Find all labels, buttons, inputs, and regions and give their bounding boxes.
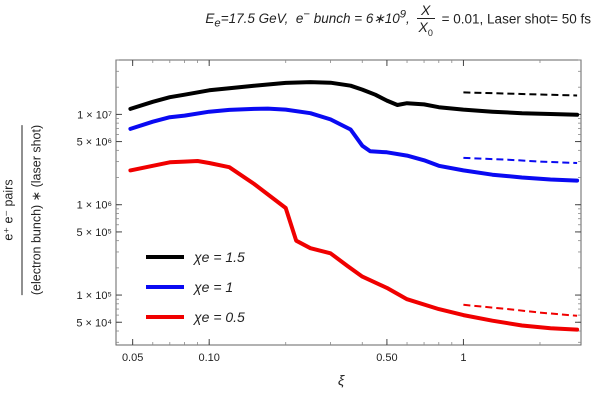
y-tick-label: 5 × 10⁶ (77, 137, 112, 149)
series-line (128, 159, 580, 332)
title-suffix: = 0.01, Laser shot= 50 fs (441, 11, 591, 27)
y-tick-label: 1 × 10⁶ (77, 200, 112, 212)
y-tick-label: 5 × 10⁴ (76, 317, 112, 329)
plot-frame (115, 59, 582, 346)
series-line (128, 106, 580, 183)
title-fraction-denominator: X0 (417, 19, 435, 38)
title-fraction: X X0 (416, 2, 435, 38)
chart-title-content: Ee=17.5 GeV, e− bunch = 6∗109, X X0 = 0.… (205, 2, 591, 38)
y-tick-label: 1 × 10⁵ (77, 290, 112, 302)
title-fraction-numerator: X (416, 2, 435, 19)
chart-title: Ee=17.5 GeV, e− bunch = 6∗109, X X0 = 0.… (0, 2, 595, 38)
x-tick-label: 0.50 (376, 352, 397, 364)
x-tick-label: 0.05 (122, 352, 143, 364)
title-fraction-denominator-symbol: X (418, 19, 428, 35)
y-tick-label: 1 × 10⁷ (77, 109, 112, 121)
title-prefix: Ee=17.5 GeV, e− bunch = 6∗109, (205, 8, 410, 31)
x-tick-label: 1 (460, 352, 466, 364)
dashed-asymptote-line (463, 303, 578, 317)
series-line (128, 80, 580, 117)
dashed-asymptote-line (463, 156, 578, 164)
legend-label: χe = 1.5 (192, 249, 245, 265)
x-tick-label: 0.10 (198, 352, 219, 364)
legend-label: χe = 0.5 (192, 309, 245, 325)
title-fraction-denominator-sub: 0 (427, 27, 433, 38)
y-tick-label: 5 × 10⁵ (77, 227, 112, 239)
x-axis-label: ξ (338, 372, 345, 388)
dashed-asymptote-line (463, 91, 578, 97)
legend-label: χe = 1 (192, 279, 233, 295)
